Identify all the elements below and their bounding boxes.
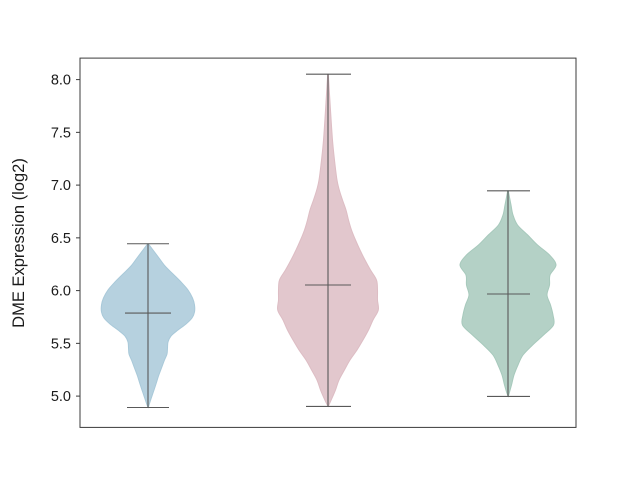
svg-text:6.5: 6.5 [51,231,71,247]
svg-text:5.5: 5.5 [51,336,71,352]
svg-text:7.5: 7.5 [51,125,71,141]
svg-text:7.0: 7.0 [51,178,71,194]
svg-text:5.0: 5.0 [51,389,71,405]
svg-text:8.0: 8.0 [51,73,71,89]
svg-text:DME Expression (log2): DME Expression (log2) [10,158,28,328]
svg-text:6.0: 6.0 [51,284,71,300]
